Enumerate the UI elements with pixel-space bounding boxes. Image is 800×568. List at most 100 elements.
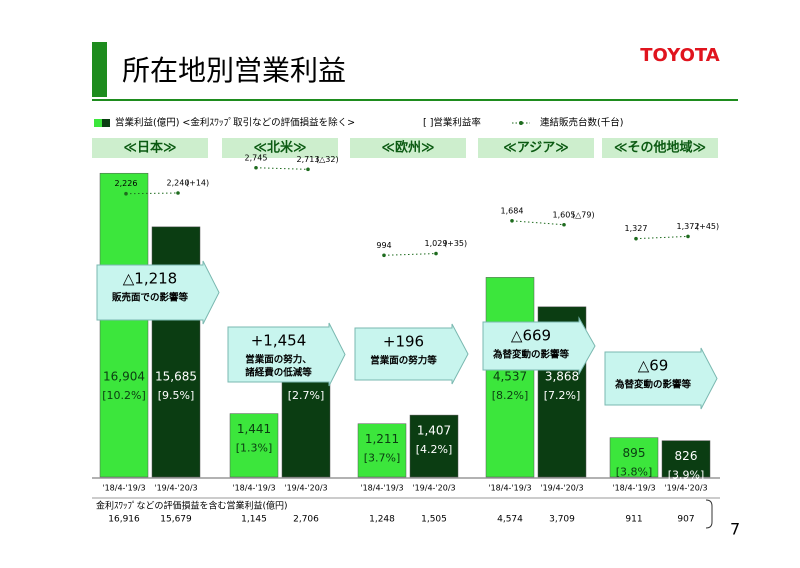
- volume-label: 1,327: [625, 224, 648, 233]
- legend-label: [ ]営業利益率: [423, 117, 481, 129]
- region-label: ≪日本≫: [123, 140, 176, 156]
- region-header-bg: [92, 138, 208, 158]
- rate-label: [3.8%]: [616, 466, 653, 479]
- rate-label: [1.3%]: [236, 442, 273, 455]
- rate-label: [10.2%]: [102, 389, 146, 402]
- legend-label: 営業利益(億円) <金利ｽﾜｯﾌﾟ取引などの評価損益を除く>: [115, 117, 355, 129]
- rate-label: [4.2%]: [416, 443, 453, 456]
- legend-label: 連結販売台数(千台): [540, 117, 623, 129]
- legend-dot: [519, 121, 523, 125]
- volume-line: [511, 220, 565, 226]
- period-label: '18/4-'19/3: [612, 484, 655, 493]
- value-label: 16,904: [103, 370, 145, 384]
- rate-label: [9.5%]: [158, 389, 195, 402]
- annotation-value: △669: [511, 327, 551, 345]
- volume-label: 1,029: [425, 239, 448, 248]
- volume-change: (△32): [316, 155, 339, 164]
- volume-point: [254, 165, 258, 170]
- table-cell: 15,679: [160, 515, 192, 525]
- rate-label: [3.7%]: [364, 452, 401, 465]
- table-bracket: [705, 499, 713, 529]
- volume-point: [382, 253, 386, 258]
- region-label: ≪北米≫: [253, 140, 306, 156]
- page-number: 7: [730, 520, 740, 539]
- region-label: ≪アジア≫: [503, 141, 569, 156]
- annotation-arrow: [96, 260, 220, 325]
- annotation-arrow: [482, 316, 596, 376]
- volume-label: 2,240: [167, 179, 190, 188]
- period-label: '19/4-'20/3: [412, 484, 455, 493]
- volume-change: (+45): [696, 222, 719, 231]
- annotation-text: 諸経費の低減等: [245, 367, 312, 379]
- value-label: 895: [623, 446, 646, 460]
- table-cell: 16,916: [108, 515, 140, 525]
- table-cell: 3,709: [549, 515, 575, 525]
- annotation-arrow: [354, 323, 469, 385]
- volume-label: 2,745: [245, 153, 268, 162]
- table-cell: 2,706: [293, 515, 319, 525]
- region-header-bg: [222, 138, 338, 158]
- value-label: 4,537: [493, 370, 527, 384]
- table-cell: 4,574: [497, 515, 523, 525]
- title-accent: [92, 42, 107, 97]
- volume-point: [510, 219, 514, 223]
- volume-point: [176, 191, 180, 195]
- volume-change: (+14): [186, 179, 209, 188]
- region-label: ≪欧州≫: [381, 140, 434, 156]
- rate-label: [3.9%]: [668, 469, 705, 482]
- table-title: 金利ｽﾜｯﾌﾟなどの評価損益を含む営業利益(億円): [96, 500, 288, 512]
- volume-line: [383, 253, 437, 256]
- region-header-bg: [602, 138, 718, 158]
- value-label: 1,441: [237, 422, 271, 436]
- annotation-value: △69: [638, 357, 669, 375]
- table-cell: 1,505: [421, 515, 447, 525]
- bar: [357, 423, 407, 478]
- region-header-bg: [350, 138, 466, 158]
- logo: TOYOTA: [640, 45, 720, 66]
- region-header-bg: [478, 138, 594, 158]
- value-label: 826: [675, 449, 698, 463]
- volume-line: [255, 167, 309, 170]
- value-label: 1,407: [417, 424, 451, 438]
- period-label: '19/4-'20/3: [284, 484, 327, 493]
- volume-point: [306, 167, 310, 172]
- annotation-value: +1,454: [251, 332, 307, 350]
- table-cell: 1,145: [241, 515, 267, 525]
- period-label: '18/4-'19/3: [488, 484, 531, 493]
- volume-line: [125, 192, 179, 195]
- bar: [661, 440, 711, 478]
- annotation-text: 営業面の努力、: [245, 354, 312, 366]
- rate-label: [2.7%]: [288, 389, 325, 402]
- value-label: 3,868: [545, 370, 579, 384]
- annotation-value: +196: [383, 333, 424, 351]
- volume-point: [562, 222, 566, 227]
- bar: [485, 277, 535, 478]
- bar: [409, 414, 459, 478]
- volume-point: [124, 191, 128, 196]
- period-label: '18/4-'19/3: [232, 484, 275, 493]
- rate-label: [8.2%]: [492, 389, 529, 402]
- bar: [229, 413, 279, 478]
- volume-point: [686, 234, 690, 239]
- value-label: 15,685: [155, 370, 197, 384]
- region-label: ≪その他地域≫: [614, 140, 706, 156]
- bar: [609, 437, 659, 478]
- rate-label: [7.2%]: [544, 389, 581, 402]
- table-cell: 1,248: [369, 515, 395, 525]
- volume-line: [635, 235, 689, 240]
- period-label: '18/4-'19/3: [360, 484, 403, 493]
- annotation-text: 販売面での影響等: [112, 292, 189, 304]
- annotation-text: 為替変動の影響等: [492, 349, 570, 361]
- period-label: '19/4-'20/3: [154, 484, 197, 493]
- legend-swatch: [102, 119, 110, 127]
- volume-label: 2,713: [297, 155, 320, 164]
- volume-label: 994: [376, 241, 391, 250]
- period-label: '19/4-'20/3: [540, 484, 583, 493]
- annotation-arrow: [227, 322, 346, 387]
- annotation-text: 為替変動の影響等: [614, 379, 692, 391]
- volume-change: (+35): [444, 239, 467, 248]
- volume-label: 2,226: [115, 179, 138, 188]
- table-cell: 907: [677, 515, 694, 525]
- annotation-arrow: [604, 347, 718, 410]
